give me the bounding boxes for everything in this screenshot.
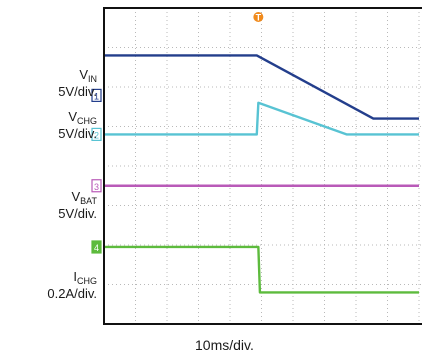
trace-ichg [104, 245, 419, 294]
x-axis-label: 10ms/div. [195, 337, 254, 353]
label-ichg: ICHG 0.2A/div. [47, 269, 97, 301]
label-vin: VIN 5V/div. [58, 67, 97, 99]
label-vchg: VCHG 5V/div. [58, 109, 97, 141]
channel-markers: 1 2 3 4 [91, 88, 102, 254]
channel-marker-4: 4 [91, 240, 102, 254]
channel-number-2: 2 [94, 130, 99, 140]
channel-marker-1: 1 [91, 88, 102, 103]
channel-marker-3: 3 [91, 179, 102, 193]
traces [104, 54, 419, 294]
label-vbat: VBAT 5V/div. [58, 189, 97, 221]
channel-number-1: 1 [94, 91, 99, 101]
trigger-letter: T [256, 13, 262, 23]
channel-number-3: 3 [94, 182, 99, 192]
trace-vchg [104, 101, 419, 136]
channel-marker-2: 2 [91, 127, 102, 141]
trace-vin [104, 54, 419, 120]
grid [104, 8, 422, 324]
trigger-marker: T [253, 12, 264, 23]
plot-border [103, 7, 422, 325]
channel-number-4: 4 [94, 243, 99, 253]
trigger-dot [253, 12, 264, 22]
